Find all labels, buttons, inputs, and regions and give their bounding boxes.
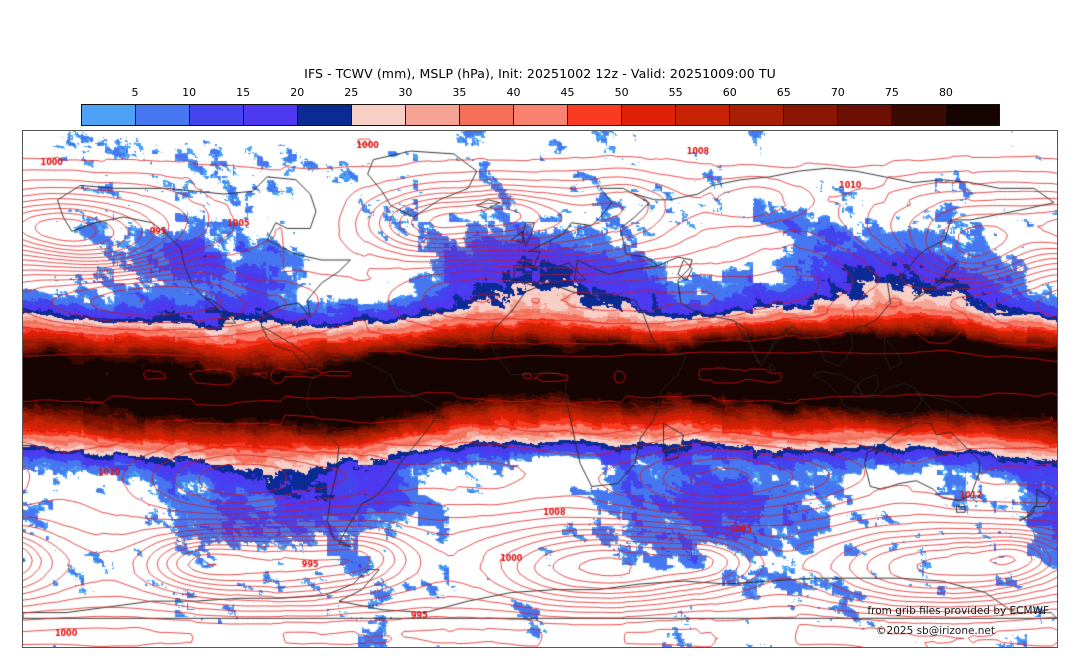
colorbar-tick-15: 15 (236, 86, 251, 99)
map-panel[interactable]: from grib files provided by ECMWF ©2025 … (22, 130, 1058, 648)
colorbar-segment-14 (838, 105, 892, 125)
colorbar-tick-25: 25 (344, 86, 359, 99)
colorbar-tick-30: 30 (398, 86, 413, 99)
colorbar-segment-10 (622, 105, 676, 125)
colorbar-segment-4 (298, 105, 352, 125)
colorbar-tick-65: 65 (776, 86, 791, 99)
colorbar-tick-45: 45 (560, 86, 575, 99)
colorbar-segment-0 (82, 105, 136, 125)
colorbar-segments (81, 104, 1000, 126)
colorbar-tick-10: 10 (182, 86, 197, 99)
credit-source: from grib files provided by ECMWF (867, 605, 1049, 617)
colorbar-tick-40: 40 (506, 86, 521, 99)
colorbar-segment-8 (514, 105, 568, 125)
chart-title: IFS - TCWV (mm), MSLP (hPa), Init: 20251… (304, 66, 776, 81)
colorbar-segment-13 (784, 105, 838, 125)
colorbar-tick-55: 55 (668, 86, 683, 99)
colorbar-segment-16 (946, 105, 999, 125)
colorbar-segment-2 (190, 105, 244, 125)
colorbar-segment-11 (676, 105, 730, 125)
colorbar-tick-60: 60 (722, 86, 737, 99)
colorbar-segment-9 (568, 105, 622, 125)
tcwv-mslp-map-canvas[interactable] (23, 131, 1057, 647)
colorbar-tick-50: 50 (614, 86, 629, 99)
colorbar-tick-70: 70 (830, 86, 845, 99)
colorbar: 5 10 15 20 25 30 35 40 45 50 55 60 65 70 75 80 (81, 86, 1000, 128)
colorbar-segment-3 (244, 105, 298, 125)
colorbar-segment-15 (892, 105, 946, 125)
colorbar-tick-80: 80 (938, 86, 953, 99)
colorbar-segment-6 (406, 105, 460, 125)
colorbar-tick-75: 75 (884, 86, 899, 99)
colorbar-tick-5: 5 (131, 86, 139, 99)
colorbar-tick-35: 35 (452, 86, 467, 99)
colorbar-segment-1 (136, 105, 190, 125)
credit-copyright: ©2025 sb@irizone.net (876, 625, 995, 637)
colorbar-segment-7 (460, 105, 514, 125)
colorbar-tick-labels: 5 10 15 20 25 30 35 40 45 50 55 60 65 70 75 80 (81, 86, 1000, 104)
colorbar-tick-20: 20 (290, 86, 305, 99)
colorbar-segment-5 (352, 105, 406, 125)
colorbar-segment-12 (730, 105, 784, 125)
